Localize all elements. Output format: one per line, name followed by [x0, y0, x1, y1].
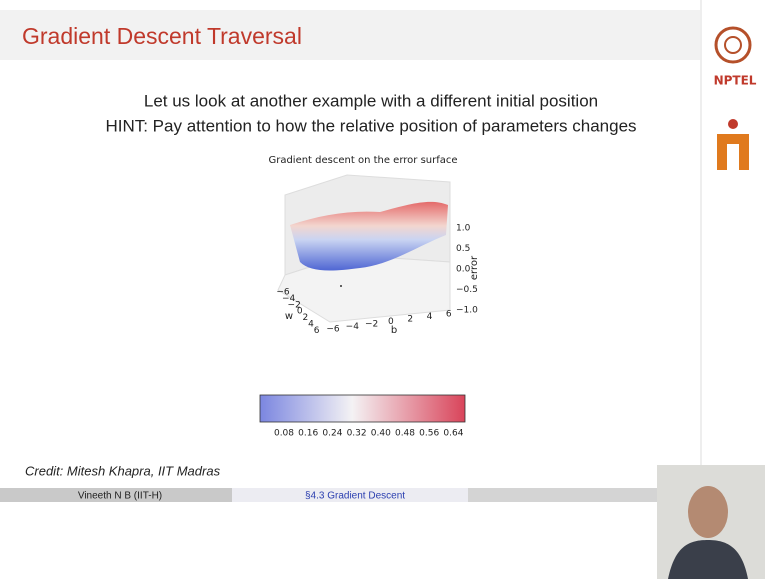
slide-title: Gradient Descent Traversal [22, 23, 302, 49]
colorbar-tick-label: 0.64 [443, 429, 463, 439]
b-tick-label: 2 [407, 315, 413, 325]
page: Gradient Descent Traversal Let us look a… [0, 0, 765, 579]
iit-logo [727, 144, 739, 170]
z-tick-label: 0.0 [456, 265, 471, 275]
z-tick-label: 1.0 [456, 224, 471, 234]
video-person [688, 486, 728, 538]
point [340, 285, 342, 287]
figure-title: Gradient descent on the error surface [268, 155, 457, 166]
colorbar-tick-label: 0.56 [419, 429, 439, 439]
w-tick-label: 6 [314, 326, 320, 336]
colorbar-tick-label: 0.40 [371, 429, 391, 439]
logo-emblem [725, 37, 741, 53]
b-tick-label: 0 [388, 317, 394, 327]
axis-label: w [285, 311, 293, 322]
body-line: Let us look at another example with a di… [144, 91, 598, 110]
credit: Credit: Mitesh Khapra, IIT Madras [25, 463, 221, 478]
slide: Gradient Descent Traversal Let us look a… [0, 0, 765, 579]
b-tick-label: −6 [326, 325, 340, 335]
colorbar-tick-label: 0.48 [395, 429, 415, 439]
colorbar-tick-label: 0.08 [274, 429, 294, 439]
b-tick-label: 4 [427, 312, 433, 322]
colorbar-tick-label: 0.16 [298, 429, 318, 439]
colorbar-tick-label: 0.24 [322, 429, 342, 439]
footer-center: §4.3 Gradient Descent [305, 491, 405, 502]
axis-label: error [469, 255, 480, 280]
colorbar-tick-label: 0.32 [347, 429, 367, 439]
b-tick-label: 6 [446, 310, 452, 320]
logo-emblem [716, 28, 750, 62]
body-line: HINT: Pay attention to how the relative … [105, 116, 636, 135]
footer-right-band [468, 488, 658, 502]
z-tick-label: −0.5 [456, 285, 478, 295]
b-tick-label: −4 [346, 322, 360, 332]
iit-logo [728, 119, 738, 129]
b-tick-label: −2 [365, 320, 378, 330]
footer-left: Vineeth N B (IIT-H) [78, 491, 162, 502]
z-tick-label: −1.0 [456, 306, 478, 316]
colorbar [260, 395, 465, 422]
logo-label: NPTEL [714, 74, 757, 88]
z-tick-label: 0.5 [456, 244, 470, 254]
